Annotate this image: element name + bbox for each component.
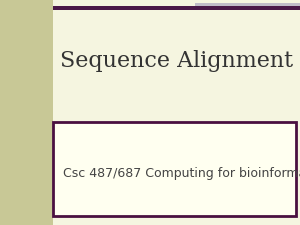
Text: Sequence Alignment: Sequence Alignment (60, 50, 294, 72)
Bar (195, 3, 300, 6)
Bar (0, 0, 52, 225)
Text: Csc 487/687 Computing for bioinformatics: Csc 487/687 Computing for bioinformatics (63, 167, 300, 180)
Bar (52, 6, 300, 10)
Bar (52, 122, 296, 216)
